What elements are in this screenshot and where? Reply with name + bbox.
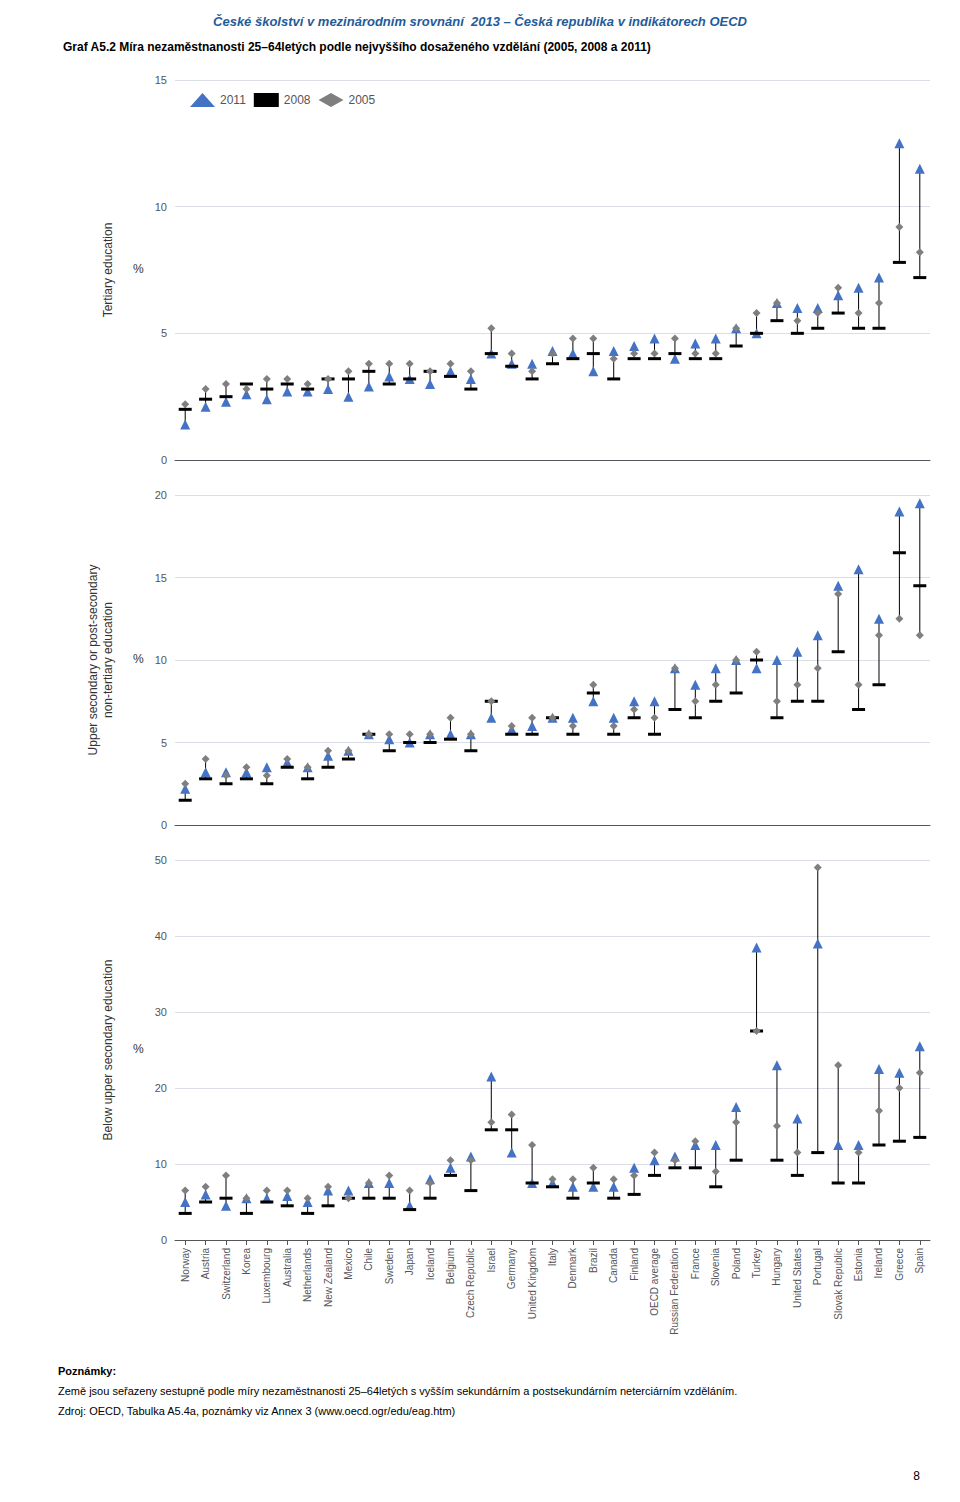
svg-text:Estonia: Estonia	[853, 1248, 864, 1282]
svg-text:5: 5	[161, 327, 167, 339]
svg-text:Austria: Austria	[200, 1248, 211, 1280]
svg-text:Slovak Republic: Slovak Republic	[833, 1248, 844, 1320]
svg-text:0: 0	[161, 1234, 167, 1246]
svg-text:Slovenia: Slovenia	[710, 1248, 721, 1287]
svg-text:30: 30	[155, 1006, 167, 1018]
svg-text:Greece: Greece	[894, 1248, 905, 1281]
svg-text:Sweden: Sweden	[384, 1248, 395, 1284]
svg-text:2008: 2008	[284, 93, 311, 107]
svg-text:Denmark: Denmark	[567, 1247, 578, 1289]
svg-text:Below upper secondary educatio: Below upper secondary education	[101, 960, 115, 1141]
svg-text:Mexico: Mexico	[343, 1248, 354, 1280]
svg-text:Země jsou seřazeny sestupně po: Země jsou seřazeny sestupně podle míry n…	[58, 1385, 737, 1397]
svg-text:Israel: Israel	[486, 1248, 497, 1272]
svg-text:non-tertiary education: non-tertiary education	[101, 602, 115, 718]
svg-text:New Zealand: New Zealand	[323, 1248, 334, 1307]
svg-text:Norway: Norway	[180, 1248, 191, 1282]
svg-text:10: 10	[155, 654, 167, 666]
svg-text:Finland: Finland	[629, 1248, 640, 1281]
svg-text:50: 50	[155, 854, 167, 866]
svg-text:Germany: Germany	[506, 1248, 517, 1289]
svg-text:OECD average: OECD average	[649, 1248, 660, 1316]
svg-text:Australia: Australia	[282, 1248, 293, 1287]
svg-text:Canada: Canada	[608, 1248, 619, 1283]
svg-text:Luxembourg: Luxembourg	[261, 1248, 272, 1304]
svg-text:United States: United States	[792, 1248, 803, 1308]
svg-text:0: 0	[161, 819, 167, 831]
svg-text:10: 10	[155, 1158, 167, 1170]
svg-text:Poland: Poland	[731, 1248, 742, 1279]
svg-text:2011: 2011	[220, 93, 246, 107]
svg-text:%: %	[133, 262, 144, 276]
svg-text:Hungary: Hungary	[771, 1248, 782, 1286]
svg-text:Spain: Spain	[914, 1248, 925, 1274]
svg-text:Belgium: Belgium	[445, 1248, 456, 1284]
svg-text:Russian Federation: Russian Federation	[669, 1248, 680, 1335]
svg-text:Czech Republic: Czech Republic	[465, 1248, 476, 1318]
svg-text:40: 40	[155, 930, 167, 942]
svg-text:Poznámky:: Poznámky:	[58, 1365, 116, 1377]
svg-text:Ireland: Ireland	[873, 1248, 884, 1279]
svg-text:Japan: Japan	[404, 1248, 415, 1275]
svg-text:Zdroj: OECD, Tabulka A5.4a, po: Zdroj: OECD, Tabulka A5.4a, poznámky viz…	[58, 1405, 455, 1417]
svg-text:Iceland: Iceland	[425, 1248, 436, 1280]
svg-text:5: 5	[161, 737, 167, 749]
svg-text:2005: 2005	[349, 93, 376, 107]
svg-text:20: 20	[155, 1082, 167, 1094]
svg-text:Tertiary education: Tertiary education	[101, 223, 115, 318]
svg-text:15: 15	[155, 572, 167, 584]
svg-text:United Kingdom: United Kingdom	[527, 1248, 538, 1319]
svg-text:Upper secondary or post-second: Upper secondary or post-secondary	[86, 565, 100, 756]
svg-text:0: 0	[161, 454, 167, 466]
svg-text:10: 10	[155, 201, 167, 213]
svg-text:8: 8	[913, 1469, 920, 1483]
svg-text:France: France	[690, 1248, 701, 1280]
svg-text:Italy: Italy	[547, 1248, 558, 1266]
svg-text:15: 15	[155, 74, 167, 86]
svg-text:Switzerland: Switzerland	[221, 1248, 232, 1300]
svg-text:Portugal: Portugal	[812, 1248, 823, 1285]
svg-text:%: %	[133, 1042, 144, 1056]
svg-text:Netherlands: Netherlands	[302, 1248, 313, 1302]
svg-text:Chile: Chile	[363, 1248, 374, 1271]
svg-text:20: 20	[155, 489, 167, 501]
svg-text:Korea: Korea	[241, 1248, 252, 1275]
svg-text:Graf A5.2 Míra nezaměstnanosti: Graf A5.2 Míra nezaměstnanosti 25–64letý…	[63, 40, 651, 54]
svg-text:Brazil: Brazil	[588, 1248, 599, 1273]
svg-text:%: %	[133, 652, 144, 666]
svg-text:České školství v mezinárodním: České školství v mezinárodním srovnání 2…	[213, 14, 748, 29]
svg-text:Turkey: Turkey	[751, 1248, 762, 1278]
